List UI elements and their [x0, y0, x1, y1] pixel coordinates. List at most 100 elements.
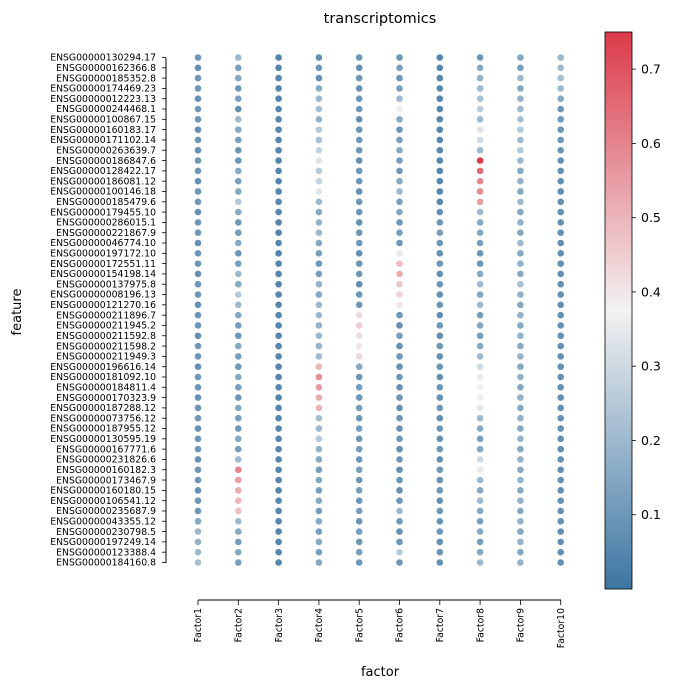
data-dot — [436, 435, 444, 443]
data-dot — [517, 146, 524, 154]
data-dot — [194, 383, 202, 391]
data-dot — [517, 456, 524, 463]
data-dot — [194, 136, 202, 144]
data-dot — [235, 95, 242, 103]
data-dot — [194, 353, 202, 360]
data-dot — [517, 64, 524, 72]
data-dot — [517, 177, 524, 185]
data-dot — [436, 85, 444, 92]
data-dot — [194, 64, 202, 72]
data-dot — [396, 528, 403, 535]
data-dot — [396, 239, 403, 247]
data-dot — [557, 353, 564, 360]
data-dot — [557, 250, 564, 257]
data-dot — [355, 198, 363, 206]
x-tick-label: Factor4 — [314, 608, 325, 642]
data-dot — [355, 373, 363, 381]
data-dot — [436, 146, 444, 154]
data-dot — [235, 146, 242, 154]
data-dot — [557, 404, 564, 412]
data-dot — [517, 85, 524, 92]
data-dot — [235, 394, 242, 401]
data-dot — [557, 64, 564, 72]
data-dot — [315, 353, 323, 360]
y-tick-label: ENSG00000186847.6 — [56, 156, 156, 167]
data-dot — [355, 270, 363, 278]
data-dot — [355, 250, 363, 257]
data-dot — [355, 311, 363, 319]
data-dot — [315, 538, 323, 546]
data-dot — [194, 301, 202, 309]
data-dot — [194, 260, 202, 267]
data-dot — [557, 126, 564, 133]
data-dot — [355, 517, 363, 525]
data-dot — [396, 414, 403, 422]
data-dot — [517, 157, 524, 164]
data-dot — [235, 250, 242, 257]
data-dot — [355, 425, 363, 432]
data-dot — [476, 425, 484, 432]
data-dot — [315, 116, 323, 123]
data-dot — [436, 528, 444, 535]
data-dot — [476, 476, 484, 484]
data-dot — [476, 146, 484, 154]
y-tick-label: ENSG00000187288.12 — [50, 403, 156, 414]
data-dot — [355, 105, 363, 113]
data-dot — [396, 64, 403, 72]
data-dot — [355, 291, 363, 298]
data-dot — [557, 85, 564, 92]
colorbar-tick-label: 0.7 — [641, 62, 661, 77]
data-dot — [436, 291, 444, 298]
y-tick-label: ENSG00000263639.7 — [56, 145, 156, 156]
data-dot — [194, 208, 202, 216]
colorbar-tick-label: 0.6 — [641, 136, 661, 151]
data-dot — [396, 487, 403, 494]
data-dot — [275, 517, 282, 525]
data-dot — [235, 383, 242, 391]
data-dot — [396, 394, 403, 401]
data-dot — [557, 497, 564, 504]
data-dot — [275, 548, 282, 556]
y-tick-label: ENSG00000197172.10 — [50, 249, 156, 260]
data-dot — [476, 167, 484, 175]
data-dot — [517, 198, 524, 206]
data-dot — [557, 291, 564, 298]
data-dot — [194, 435, 202, 443]
data-dot — [275, 445, 282, 453]
x-tick-label: Factor6 — [395, 608, 406, 642]
data-dot — [315, 260, 323, 267]
data-dot — [476, 538, 484, 546]
data-dot — [235, 425, 242, 432]
data-dot — [315, 363, 323, 370]
y-tick-label: ENSG00000174469.23 — [50, 84, 156, 95]
data-dot — [396, 85, 403, 92]
data-dot — [557, 270, 564, 278]
y-tick-label: ENSG00000121270.16 — [50, 300, 156, 311]
data-dot — [235, 435, 242, 443]
data-dot — [517, 548, 524, 556]
data-dot — [436, 229, 444, 237]
data-dot — [396, 517, 403, 525]
data-dot — [235, 157, 242, 164]
data-dot — [396, 157, 403, 164]
data-dot — [557, 105, 564, 113]
data-dot — [275, 188, 282, 195]
data-dot — [476, 353, 484, 360]
data-dot — [517, 250, 524, 257]
data-dot — [194, 219, 202, 226]
data-dot — [557, 332, 564, 340]
data-dot — [194, 517, 202, 525]
data-dot — [315, 373, 323, 381]
data-dot — [476, 332, 484, 340]
data-dot — [355, 280, 363, 288]
y-tick-label: ENSG00000221867.9 — [56, 228, 156, 239]
x-tick-label: Factor10 — [556, 608, 567, 648]
data-dot — [355, 466, 363, 474]
y-tick-labels: ENSG00000130294.17ENSG00000162366.8ENSG0… — [50, 53, 166, 569]
data-dot — [557, 146, 564, 154]
y-tick-label: ENSG00000211896.7 — [56, 310, 156, 321]
data-dot — [517, 291, 524, 298]
data-dot — [235, 291, 242, 298]
data-dot — [517, 95, 524, 103]
data-dot — [235, 373, 242, 381]
